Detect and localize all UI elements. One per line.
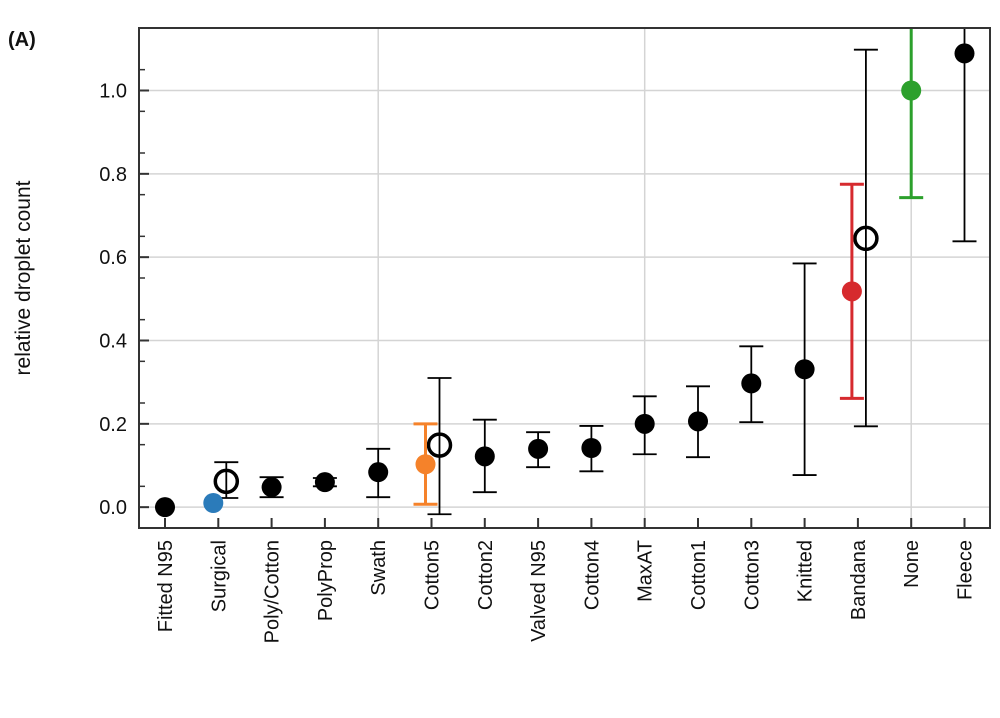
x-tick-label: Fleece <box>955 540 977 600</box>
x-tick-label: Valved N95 <box>528 540 550 642</box>
y-tick-label: 1.0 <box>99 81 127 103</box>
data-point <box>474 446 495 467</box>
data-marks <box>155 28 977 518</box>
x-tick-label: Knitted <box>795 540 817 602</box>
x-tick-label: Cotton1 <box>688 540 710 610</box>
x-tick-label: Fitted N95 <box>155 540 177 632</box>
x-tick-label: Cotton4 <box>581 540 603 610</box>
data-point-open <box>426 432 453 458</box>
x-tick-label: Cotton2 <box>475 540 497 610</box>
panel-label: (A) <box>8 29 36 51</box>
x-tick-label: Bandana <box>848 539 870 620</box>
data-point <box>841 281 862 302</box>
data-point <box>368 462 389 483</box>
data-point-open <box>853 225 879 252</box>
y-axis-label: relative droplet count <box>12 180 35 375</box>
data-point <box>203 493 224 513</box>
data-point-open <box>213 468 240 495</box>
data-point <box>155 497 175 518</box>
x-tick-label: Surgical <box>208 540 230 612</box>
y-tick-label: 0.4 <box>99 331 127 353</box>
x-tick-label: Swath <box>368 540 390 596</box>
data-point <box>415 454 436 475</box>
data-point <box>528 438 549 459</box>
x-tick-label: Poly/Cotton <box>262 540 284 643</box>
x-tick-label: None <box>901 540 923 588</box>
data-point <box>581 438 602 458</box>
y-tick-label: 0.8 <box>99 164 127 186</box>
plot-frame <box>138 27 991 529</box>
y-tick-label: 0.2 <box>99 414 127 436</box>
axes: 0.0 0.2 0.4 0.6 0.8 1.0 Fitted N95 Surgical Poly… <box>99 68 977 643</box>
data-point <box>901 80 922 101</box>
x-tick-label: PolyProp <box>315 540 337 621</box>
data-point <box>688 411 708 432</box>
y-tick-label: 0.0 <box>99 497 127 519</box>
data-point <box>794 359 815 380</box>
grid <box>139 28 990 528</box>
x-tick-label: MaxAT <box>635 540 657 602</box>
data-point <box>741 373 762 394</box>
data-point <box>634 413 655 434</box>
x-tick-label: Cotton5 <box>422 540 444 610</box>
y-tick-label: 0.6 <box>99 247 127 269</box>
data-point <box>314 472 335 493</box>
x-tick-label: Cotton3 <box>741 540 763 610</box>
data-point <box>261 477 282 498</box>
data-point <box>954 43 975 64</box>
